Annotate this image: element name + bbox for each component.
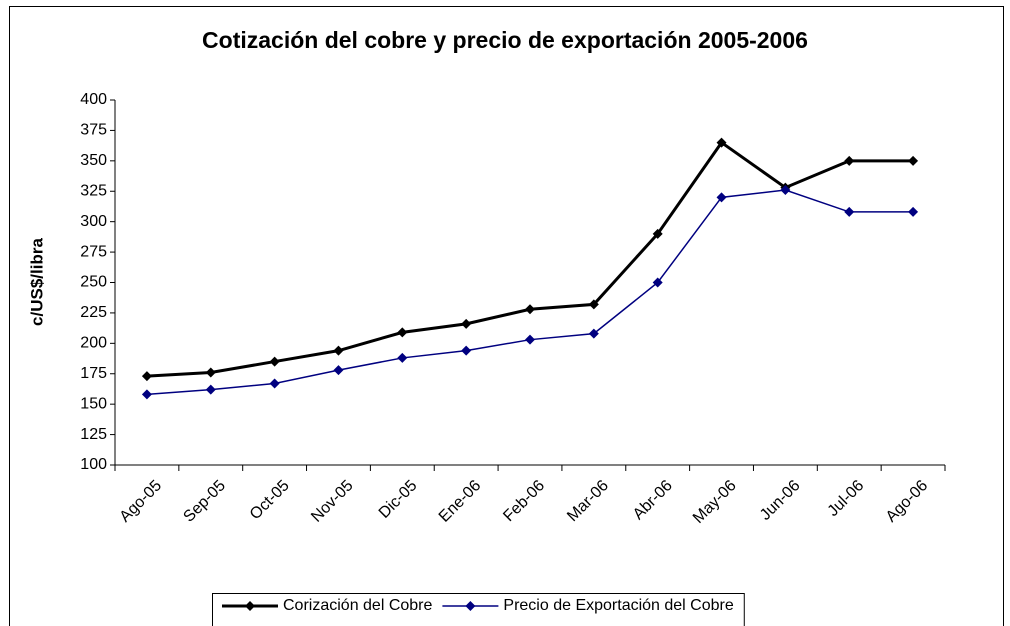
point-marker bbox=[844, 206, 855, 217]
point-marker bbox=[780, 185, 791, 196]
point-marker bbox=[716, 192, 727, 203]
point-marker bbox=[269, 378, 280, 389]
point-marker bbox=[844, 155, 855, 166]
point-marker bbox=[525, 334, 535, 345]
y-tick-label: 150 bbox=[80, 395, 107, 412]
point-marker bbox=[141, 371, 152, 382]
point-marker bbox=[205, 367, 216, 378]
y-tick-label: 300 bbox=[80, 213, 107, 230]
legend-marker bbox=[245, 601, 255, 611]
point-marker bbox=[333, 365, 344, 376]
legend-label: Corización del Cobre bbox=[283, 597, 433, 614]
y-tick-label: 200 bbox=[80, 335, 107, 352]
point-marker bbox=[908, 206, 919, 217]
point-marker bbox=[716, 137, 727, 148]
point-marker bbox=[461, 318, 472, 329]
legend-box bbox=[212, 593, 745, 626]
point-marker bbox=[588, 328, 599, 339]
point-marker bbox=[205, 384, 216, 395]
point-marker bbox=[652, 228, 663, 239]
y-tick-label: 175 bbox=[80, 365, 107, 382]
y-tick-label: 350 bbox=[80, 152, 107, 169]
point-marker bbox=[397, 327, 408, 338]
y-axis-label: c/US$/libra bbox=[27, 238, 46, 326]
y-tick-label: 375 bbox=[80, 122, 107, 139]
y-tick-label: 250 bbox=[80, 274, 107, 291]
point-marker bbox=[141, 389, 152, 400]
chart-title: Cotización del cobre y precio de exporta… bbox=[202, 27, 808, 53]
point-marker bbox=[333, 345, 344, 356]
legend: Corización del Cobre Precio de Exportació… bbox=[212, 593, 745, 626]
legend-marker bbox=[465, 601, 476, 611]
legend-label: Precio de Exportación del Cobre bbox=[503, 597, 733, 614]
y-tick-label: 225 bbox=[80, 304, 107, 321]
y-tick-label: 275 bbox=[80, 243, 107, 260]
point-marker bbox=[269, 356, 280, 367]
point-marker bbox=[525, 304, 535, 315]
y-tick-label: 125 bbox=[80, 426, 107, 443]
point-marker bbox=[461, 345, 472, 356]
y-tick-label: 100 bbox=[80, 456, 107, 473]
point-marker bbox=[652, 277, 663, 288]
point-marker bbox=[588, 299, 599, 310]
y-tick-label: 400 bbox=[80, 91, 107, 108]
chart-border bbox=[9, 6, 1004, 626]
y-tick-label: 325 bbox=[80, 182, 107, 199]
point-marker bbox=[397, 352, 408, 363]
point-marker bbox=[908, 155, 919, 166]
